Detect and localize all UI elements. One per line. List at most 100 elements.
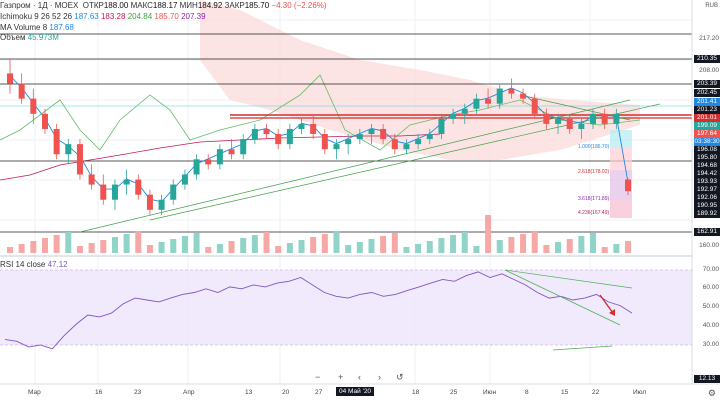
candle xyxy=(625,179,631,192)
volume-bar xyxy=(41,238,48,253)
volume-bar xyxy=(170,239,177,253)
volume-bars xyxy=(7,215,631,253)
zoom-in-icon: + xyxy=(338,372,343,382)
candle xyxy=(216,149,223,165)
candle xyxy=(263,128,270,135)
rsi-band xyxy=(0,270,692,345)
currency-label: RUB xyxy=(705,3,718,9)
candle xyxy=(123,179,130,185)
price-tag: 195.80 xyxy=(694,154,720,162)
price-tag: 201.01 xyxy=(694,114,720,122)
price-tag: 201.41 xyxy=(694,98,720,106)
candle xyxy=(53,128,60,155)
volume-bar xyxy=(181,236,188,253)
candle xyxy=(590,113,597,124)
candle xyxy=(485,98,492,104)
candle xyxy=(496,88,503,104)
candle xyxy=(426,134,433,140)
x-label: 20 xyxy=(282,389,290,396)
fib-label-4: 4.236(167.49) xyxy=(578,210,609,216)
candle xyxy=(205,159,212,165)
volume-bar xyxy=(485,215,492,253)
volume-bar xyxy=(380,236,387,253)
volume-bar xyxy=(205,247,212,253)
volume-bar xyxy=(310,237,317,253)
x-label: 27 xyxy=(315,389,323,396)
candle xyxy=(450,113,457,119)
volume-bar xyxy=(30,241,37,253)
volume-bar xyxy=(228,241,235,253)
candles xyxy=(7,58,631,215)
volume-bar xyxy=(601,247,608,253)
candle xyxy=(100,184,107,200)
volume-bar xyxy=(531,231,538,253)
candle xyxy=(531,98,538,114)
x-label: 18 xyxy=(412,389,420,396)
candle xyxy=(356,134,363,140)
candle xyxy=(613,113,620,124)
candle xyxy=(415,139,422,145)
price-tag: 197.64 xyxy=(694,130,720,138)
candle xyxy=(310,123,317,135)
time-tag: 03:38:30 xyxy=(694,138,720,146)
price-tag: 189.92 xyxy=(694,210,720,218)
price-tag: 192.06 xyxy=(694,194,720,202)
rsi-axis-label: 60.00 xyxy=(702,284,719,291)
header-volume[interactable]: Объем 45.973M xyxy=(0,33,59,42)
volume-bar xyxy=(438,238,445,253)
volume-bar xyxy=(123,234,130,253)
candle xyxy=(30,98,37,114)
price-tag: 190.95 xyxy=(694,202,720,210)
reset-icon: ↺ xyxy=(396,372,404,382)
candle xyxy=(275,134,282,145)
volume-bar xyxy=(251,235,258,253)
price-tag: 203.39 xyxy=(694,80,720,88)
x-label: 22 xyxy=(592,389,600,396)
volume-bar xyxy=(216,244,223,253)
header-ichimoku[interactable]: Ichimoku 9 26 52 26 187.63 183.28 204.84… xyxy=(0,12,206,21)
volume-bar xyxy=(76,246,83,253)
candle xyxy=(321,134,328,150)
volume-bar xyxy=(543,245,550,253)
volume-bar xyxy=(356,242,363,253)
rsi-tag: 12.13 xyxy=(694,375,720,383)
candle xyxy=(543,113,550,124)
price-tag: 194.68 xyxy=(694,162,720,170)
x-label: Июл xyxy=(633,389,647,396)
volume-bar xyxy=(88,243,95,253)
price-label: 208.00 xyxy=(699,67,719,74)
candle xyxy=(403,144,410,150)
rsi-axis-label: 30.00 xyxy=(702,341,719,348)
candle xyxy=(65,144,72,155)
candle xyxy=(135,179,142,195)
fib-zone-4 xyxy=(610,200,632,218)
x-label: Июн xyxy=(483,389,497,396)
rsi-header[interactable]: RSI 14 close 47.12 xyxy=(0,260,68,269)
volume-bar xyxy=(345,245,352,253)
settings-gear-icon[interactable]: ⚙ xyxy=(707,388,716,398)
x-label: Мар xyxy=(28,389,41,396)
scroll-controls[interactable]: − + ‹ › ↺ xyxy=(315,372,404,382)
x-label: 16 xyxy=(95,389,103,396)
price-tag: 199.09 xyxy=(694,122,720,130)
candle xyxy=(228,149,235,155)
candle xyxy=(438,118,445,135)
price-tag: 201.23 xyxy=(694,106,720,114)
candle xyxy=(7,73,13,84)
symbol[interactable]: Газпром · 1Д · MOEX xyxy=(0,1,79,10)
zoom-out-icon: − xyxy=(315,372,320,382)
x-label: 8 xyxy=(525,389,529,396)
header-ma[interactable]: MA Volume 8 187.68 xyxy=(0,23,74,32)
volume-bar xyxy=(555,242,562,253)
x-label: Апр xyxy=(183,389,195,396)
candle xyxy=(391,139,398,150)
volume-bar xyxy=(368,239,375,253)
price-tag: 193.93 xyxy=(694,178,720,186)
candle xyxy=(286,128,293,145)
price-tag: 194.42 xyxy=(694,170,720,178)
price-tag: 210.35 xyxy=(694,55,720,63)
price-tag: 162.91 xyxy=(694,228,720,236)
volume-bar xyxy=(426,241,433,253)
volume-bar xyxy=(135,231,142,253)
ichimoku-cloud xyxy=(200,0,640,160)
